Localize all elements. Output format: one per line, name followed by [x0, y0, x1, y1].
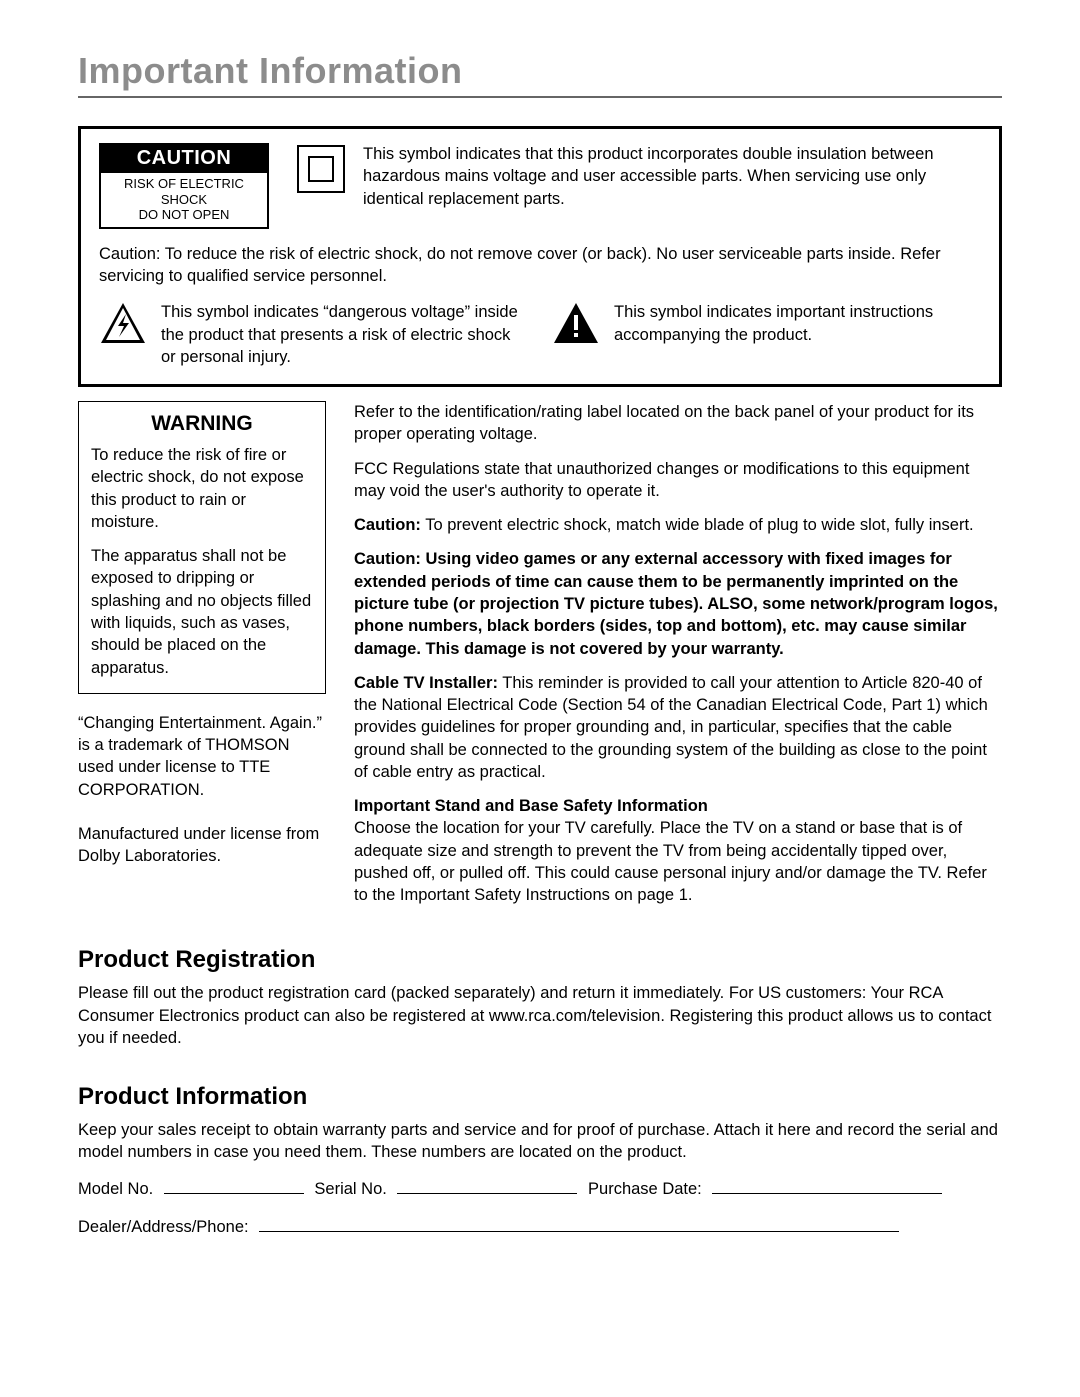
product-registration-text: Please fill out the product registration… [78, 982, 1002, 1049]
page-title: Important Information [78, 50, 1002, 98]
warning-p1: To reduce the risk of fire or electric s… [91, 444, 313, 533]
model-no-blank[interactable] [164, 1177, 304, 1194]
caution-badge-sub: RISK OF ELECTRIC SHOCK DO NOT OPEN [101, 173, 267, 227]
lightning-triangle-icon [99, 301, 147, 345]
caution-bottom-row: This symbol indicates “dangerous voltage… [99, 301, 981, 368]
double-insulation-group: This symbol indicates that this product … [297, 143, 981, 210]
caution-top-row: CAUTION RISK OF ELECTRIC SHOCK DO NOT OP… [99, 143, 981, 229]
model-no-label: Model No. [78, 1180, 153, 1198]
right-p6: Important Stand and Base Safety Informat… [354, 795, 1002, 906]
dealer-blank[interactable] [259, 1216, 899, 1233]
important-symbol-group: This symbol indicates important instruct… [552, 301, 981, 368]
right-p5-label: Cable TV Installer: [354, 674, 498, 692]
double-insulation-text: This symbol indicates that this product … [363, 143, 981, 210]
right-p3-label: Caution: [354, 516, 421, 534]
purchase-date-label: Purchase Date: [588, 1180, 702, 1198]
product-info-form-row1: Model No. Serial No. Purchase Date: [78, 1176, 1002, 1202]
product-info-form-row2: Dealer/Address/Phone: [78, 1214, 1002, 1240]
double-insulation-icon-inner [308, 156, 334, 182]
serial-no-label: Serial No. [314, 1180, 386, 1198]
trademark-note: “Changing Entertainment. Again.” is a tr… [78, 712, 326, 801]
right-p3: Caution: To prevent electric shock, matc… [354, 514, 1002, 536]
important-symbol-text: This symbol indicates important instruct… [614, 301, 981, 346]
product-information-heading: Product Information [78, 1083, 1002, 1111]
right-p2: FCC Regulations state that unauthorized … [354, 458, 1002, 503]
double-insulation-icon [297, 145, 345, 193]
right-p3-text: To prevent electric shock, match wide bl… [421, 516, 974, 534]
purchase-date-blank[interactable] [712, 1177, 942, 1194]
warning-title: WARNING [91, 412, 313, 436]
caution-badge-line2: DO NOT OPEN [139, 207, 230, 222]
dealer-label: Dealer/Address/Phone: [78, 1218, 249, 1236]
right-column: Refer to the identification/rating label… [354, 401, 1002, 906]
product-registration-section: Product Registration Please fill out the… [78, 946, 1002, 1049]
right-p6-text: Choose the location for your TV carefull… [354, 817, 1002, 906]
right-p5: Cable TV Installer: This reminder is pro… [354, 672, 1002, 783]
two-column-region: WARNING To reduce the risk of fire or el… [78, 401, 1002, 906]
right-p4-bold: Caution: Using video games or any extern… [354, 548, 1002, 659]
caution-mid-text: Caution: To reduce the risk of electric … [99, 243, 981, 288]
warning-box: WARNING To reduce the risk of fire or el… [78, 401, 326, 694]
right-p6-label: Important Stand and Base Safety Informat… [354, 795, 1002, 817]
dolby-note: Manufactured under license from Dolby La… [78, 823, 326, 868]
caution-badge: CAUTION RISK OF ELECTRIC SHOCK DO NOT OP… [99, 143, 269, 229]
caution-badge-title: CAUTION [101, 145, 267, 173]
product-information-text: Keep your sales receipt to obtain warran… [78, 1119, 1002, 1164]
voltage-symbol-text: This symbol indicates “dangerous voltage… [161, 301, 528, 368]
serial-no-blank[interactable] [397, 1177, 577, 1194]
caution-badge-line1: RISK OF ELECTRIC SHOCK [124, 176, 244, 207]
right-p1: Refer to the identification/rating label… [354, 401, 1002, 446]
warning-p2: The apparatus shall not be exposed to dr… [91, 545, 313, 679]
caution-block: CAUTION RISK OF ELECTRIC SHOCK DO NOT OP… [78, 126, 1002, 387]
voltage-symbol-group: This symbol indicates “dangerous voltage… [99, 301, 528, 368]
left-column: WARNING To reduce the risk of fire or el… [78, 401, 326, 906]
product-registration-heading: Product Registration [78, 946, 1002, 974]
product-information-section: Product Information Keep your sales rece… [78, 1083, 1002, 1240]
exclamation-triangle-icon [552, 301, 600, 345]
